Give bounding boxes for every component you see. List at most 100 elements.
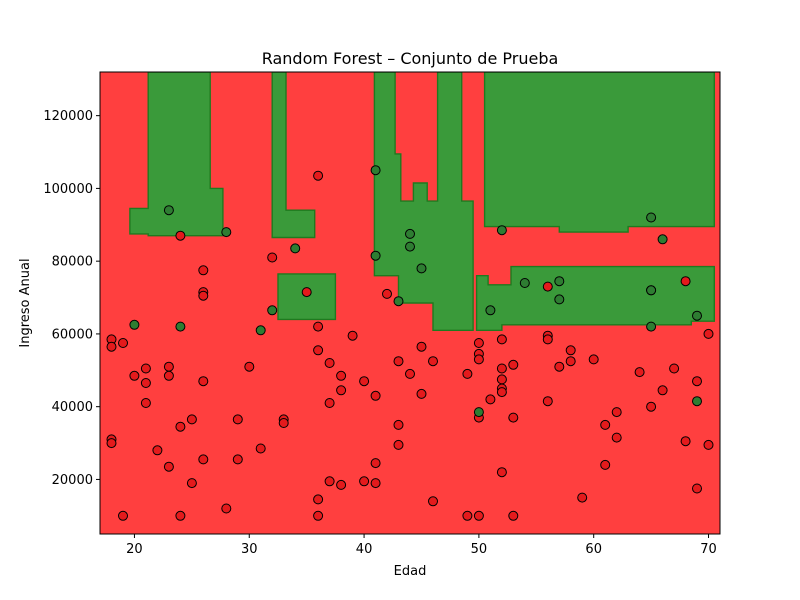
point-class-0-84: [588, 354, 599, 365]
point-class-1-21: [646, 321, 657, 332]
point-class-0-79: [542, 396, 553, 407]
point-class-0-99: [703, 439, 714, 450]
point-class-0-6: [129, 370, 140, 381]
point-class-1-6: [290, 243, 301, 254]
point-class-1-15: [496, 225, 507, 236]
point-class-0-18: [186, 478, 197, 489]
point-class-0-76: [542, 281, 553, 292]
point-class-0-49: [370, 478, 381, 489]
point-class-0-7: [140, 363, 151, 374]
point-class-0-40: [324, 476, 335, 487]
x-axis: 20 30 40 50 60 70: [126, 534, 717, 557]
x-tick-label: 20: [126, 542, 143, 557]
point-class-0-5: [118, 510, 128, 521]
point-class-0-27: [244, 361, 255, 372]
point-class-1-19: [646, 212, 657, 223]
x-tick-label: 30: [241, 542, 258, 557]
point-class-0-43: [336, 479, 347, 490]
point-class-0-26: [232, 454, 243, 465]
x-tick-label: 70: [700, 542, 717, 557]
point-class-0-42: [336, 385, 347, 396]
point-class-0-65: [473, 510, 484, 521]
point-class-0-61: [473, 338, 484, 348]
point-class-1-16: [519, 278, 530, 288]
point-class-0-28: [255, 443, 266, 454]
point-class-0-50: [382, 288, 392, 299]
point-class-0-21: [198, 290, 209, 301]
point-class-0-38: [324, 358, 335, 368]
point-class-0-59: [462, 368, 473, 379]
point-class-0-69: [496, 374, 507, 385]
point-class-0-4: [118, 338, 128, 348]
point-class-1-7: [370, 165, 381, 176]
point-class-0-86: [600, 459, 611, 470]
point-class-0-46: [359, 476, 370, 487]
point-class-0-53: [393, 439, 404, 450]
point-class-0-74: [508, 412, 519, 423]
point-class-0-44: [347, 330, 358, 341]
point-class-0-96: [692, 376, 702, 387]
point-class-1-17: [554, 276, 565, 287]
point-class-0-39: [324, 398, 335, 408]
point-class-0-24: [221, 503, 232, 514]
decision-region-5: [475, 265, 715, 331]
point-class-0-32: [301, 287, 312, 298]
point-class-1-20: [646, 285, 657, 296]
x-axis-label: Edad: [394, 564, 427, 579]
point-class-1-10: [405, 228, 415, 239]
point-class-0-57: [428, 356, 438, 367]
point-class-0-97: [692, 483, 702, 494]
point-class-0-89: [634, 367, 645, 378]
decision-region-1: [271, 72, 316, 239]
point-class-0-19: [198, 265, 209, 276]
point-class-1-18: [554, 294, 565, 305]
point-class-0-48: [370, 458, 381, 469]
point-class-0-37: [313, 510, 324, 521]
point-class-0-95: [680, 436, 691, 447]
point-class-0-8: [140, 378, 151, 388]
y-tick-label: 40000: [52, 400, 93, 415]
y-tick-label: 80000: [52, 255, 93, 270]
point-class-1-24: [692, 396, 702, 407]
y-tick-label: 20000: [52, 473, 93, 488]
point-class-0-17: [186, 414, 197, 425]
x-tick-label: 50: [471, 542, 488, 557]
point-class-0-82: [565, 356, 576, 367]
decision-region-3: [373, 72, 474, 331]
point-class-0-22: [198, 376, 209, 387]
point-class-0-92: [657, 385, 668, 396]
point-class-1-11: [405, 241, 415, 252]
point-class-0-73: [508, 359, 519, 370]
point-class-0-1: [106, 341, 117, 352]
decision-regions: [129, 72, 715, 331]
point-class-1-0: [129, 319, 140, 330]
point-class-0-52: [393, 419, 404, 430]
point-class-0-36: [313, 494, 324, 505]
decision-region-0: [129, 72, 224, 237]
plot-area: [99, 71, 721, 535]
y-axis-label: Ingreso Anual: [18, 258, 33, 347]
point-class-0-35: [313, 345, 324, 356]
point-class-1-9: [393, 296, 404, 307]
point-class-0-16: [175, 510, 186, 521]
data-points: [106, 165, 714, 521]
point-class-0-98: [703, 328, 714, 339]
point-class-1-5: [267, 305, 278, 316]
chart-title: Random Forest – Conjunto de Prueba: [262, 49, 559, 68]
point-class-0-68: [496, 363, 507, 374]
point-class-0-29: [267, 252, 278, 263]
point-class-0-75: [508, 510, 519, 521]
point-class-0-55: [416, 341, 427, 352]
y-tick-label: 60000: [52, 327, 93, 342]
y-tick-label: 120000: [43, 109, 93, 124]
y-tick-label: 100000: [43, 182, 93, 197]
point-class-0-93: [669, 363, 680, 374]
x-tick-label: 60: [585, 542, 602, 557]
point-class-0-88: [611, 432, 622, 443]
point-class-1-13: [473, 407, 484, 418]
point-class-0-81: [565, 345, 576, 356]
point-class-1-14: [485, 305, 496, 316]
point-class-0-41: [336, 370, 347, 381]
point-class-0-78: [542, 334, 553, 345]
point-class-0-34: [313, 321, 324, 332]
